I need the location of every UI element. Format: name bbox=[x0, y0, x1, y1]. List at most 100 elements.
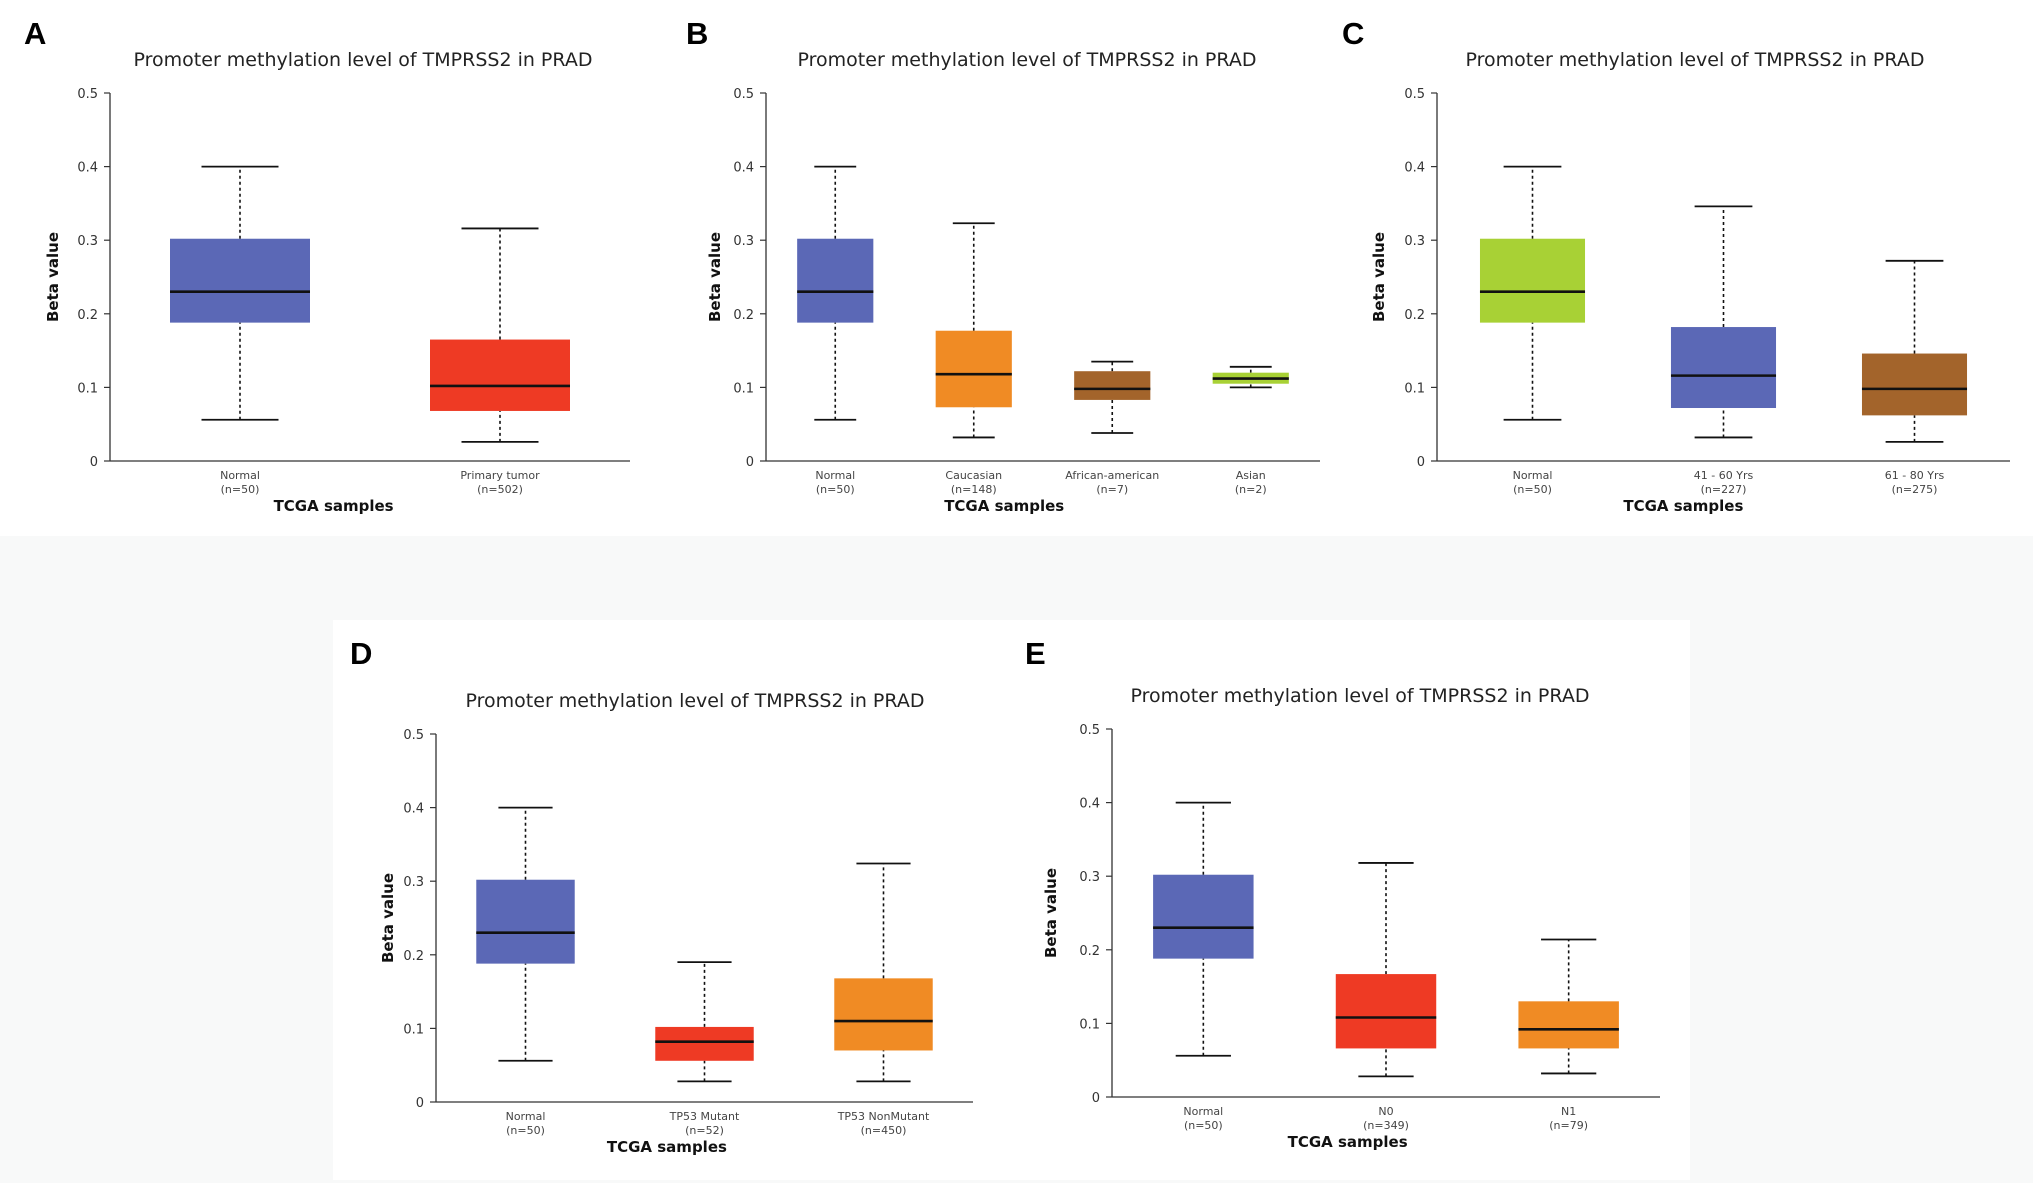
box-group: Caucasian(n=148) bbox=[935, 222, 1012, 496]
category-n: (n=50) bbox=[816, 483, 855, 496]
y-tick-label: 0.1 bbox=[403, 1022, 424, 1037]
y-tick-label: 0 bbox=[1417, 455, 1425, 470]
panel-e: E Promoter methylation level of TMPRSS2 … bbox=[1000, 620, 1690, 1180]
box-group: 61 - 80 Yrs(n=275) bbox=[1861, 259, 1968, 496]
category-n: (n=227) bbox=[1701, 483, 1747, 496]
category-label: African-american bbox=[1065, 469, 1159, 482]
box-group: N1(n=79) bbox=[1518, 938, 1619, 1132]
iqr-box bbox=[476, 879, 575, 964]
box-group: TP53 NonMutant(n=450) bbox=[834, 862, 933, 1137]
category-label: 41 - 60 Yrs bbox=[1694, 469, 1754, 482]
category-n: (n=148) bbox=[951, 483, 997, 496]
boxplot-chart: Promoter methylation level of TMPRSS2 in… bbox=[379, 690, 973, 1156]
y-axis-label: Beta value bbox=[1042, 868, 1060, 958]
box-group: Normal(n=50) bbox=[476, 806, 575, 1137]
y-tick-label: 0.4 bbox=[733, 161, 754, 176]
category-n: (n=2) bbox=[1235, 483, 1267, 496]
y-tick-label: 0.4 bbox=[1079, 797, 1100, 812]
category-n: (n=275) bbox=[1892, 483, 1938, 496]
y-tick-label: 0.1 bbox=[77, 381, 98, 396]
panel-letter: B bbox=[686, 16, 708, 51]
iqr-box bbox=[655, 1026, 754, 1061]
chart-svg-e: E Promoter methylation level of TMPRSS2 … bbox=[1025, 636, 1660, 1151]
panel-letter: E bbox=[1025, 636, 1046, 671]
iqr-box bbox=[1670, 327, 1777, 409]
y-axis-label: Beta value bbox=[1370, 232, 1388, 322]
iqr-box bbox=[935, 330, 1012, 408]
category-n: (n=52) bbox=[685, 1124, 724, 1137]
y-tick-label: 0.5 bbox=[1079, 723, 1100, 738]
category-label: Normal bbox=[1183, 1105, 1223, 1118]
chart-title: Promoter methylation level of TMPRSS2 in… bbox=[466, 690, 925, 712]
chart-title: Promoter methylation level of TMPRSS2 in… bbox=[1466, 49, 1925, 71]
y-tick-label: 0.3 bbox=[403, 875, 424, 890]
iqr-box bbox=[1479, 238, 1586, 323]
boxplot-chart: Promoter methylation level of TMPRSS2 in… bbox=[44, 49, 630, 515]
y-tick-label: 0.4 bbox=[403, 802, 424, 817]
y-tick-label: 0.1 bbox=[733, 381, 754, 396]
panel-letter: A bbox=[24, 16, 46, 51]
box-group: Primary tumor(n=502) bbox=[430, 227, 570, 496]
chart-title: Promoter methylation level of TMPRSS2 in… bbox=[798, 49, 1257, 71]
category-label: 61 - 80 Yrs bbox=[1885, 469, 1945, 482]
y-tick-label: 0.3 bbox=[1404, 234, 1425, 249]
box-group: Normal(n=50) bbox=[1153, 801, 1254, 1132]
category-label: Normal bbox=[506, 1110, 546, 1123]
x-axis-label: TCGA samples bbox=[944, 497, 1064, 515]
category-label: Normal bbox=[1513, 469, 1553, 482]
category-label: Primary tumor bbox=[460, 469, 540, 482]
box-group: Asian(n=2) bbox=[1212, 365, 1289, 496]
y-tick-label: 0 bbox=[1092, 1091, 1100, 1106]
y-tick-label: 0.1 bbox=[1079, 1017, 1100, 1032]
category-label: N1 bbox=[1561, 1105, 1576, 1118]
chart-title: Promoter methylation level of TMPRSS2 in… bbox=[134, 49, 593, 71]
chart-svg-a: A Promoter methylation level of TMPRSS2 … bbox=[24, 16, 630, 515]
category-n: (n=50) bbox=[221, 483, 260, 496]
category-n: (n=502) bbox=[477, 483, 523, 496]
category-n: (n=79) bbox=[1549, 1119, 1588, 1132]
x-axis-label: TCGA samples bbox=[607, 1138, 727, 1156]
y-axis-label: Beta value bbox=[44, 232, 62, 322]
boxplot-chart: Promoter methylation level of TMPRSS2 in… bbox=[706, 49, 1320, 515]
y-axis-label: Beta value bbox=[379, 873, 397, 963]
box-group: TP53 Mutant(n=52) bbox=[655, 961, 754, 1137]
iqr-box bbox=[1861, 353, 1968, 416]
box-group: Normal(n=50) bbox=[797, 165, 874, 496]
chart-svg-b: B Promoter methylation level of TMPRSS2 … bbox=[686, 16, 1320, 515]
category-n: (n=7) bbox=[1096, 483, 1128, 496]
iqr-box bbox=[834, 978, 933, 1051]
boxplot-chart: Promoter methylation level of TMPRSS2 in… bbox=[1370, 49, 2010, 515]
x-axis-label: TCGA samples bbox=[1288, 1133, 1408, 1151]
y-tick-label: 0.2 bbox=[1404, 308, 1425, 323]
y-axis-label: Beta value bbox=[706, 232, 724, 322]
y-tick-label: 0.5 bbox=[1404, 87, 1425, 102]
iqr-box bbox=[797, 238, 874, 323]
y-tick-label: 0 bbox=[90, 455, 98, 470]
panel-letter: C bbox=[1342, 16, 1364, 51]
panel-letter: D bbox=[350, 636, 372, 671]
box-group: African-american(n=7) bbox=[1065, 360, 1159, 496]
box-group: 41 - 60 Yrs(n=227) bbox=[1670, 205, 1777, 496]
iqr-box bbox=[170, 238, 310, 323]
y-tick-label: 0.1 bbox=[1404, 381, 1425, 396]
panel-d: D Promoter methylation level of TMPRSS2 … bbox=[333, 620, 1013, 1180]
y-tick-label: 0.2 bbox=[733, 308, 754, 323]
category-label: TP53 NonMutant bbox=[837, 1110, 930, 1123]
y-tick-label: 0.5 bbox=[403, 728, 424, 743]
category-n: (n=450) bbox=[861, 1124, 907, 1137]
chart-svg-c: C Promoter methylation level of TMPRSS2 … bbox=[1342, 16, 2010, 515]
panel-a: A Promoter methylation level of TMPRSS2 … bbox=[0, 0, 650, 530]
box-group: N0(n=349) bbox=[1335, 862, 1437, 1132]
category-n: (n=349) bbox=[1363, 1119, 1409, 1132]
y-tick-label: 0.4 bbox=[1404, 161, 1425, 176]
y-tick-label: 0.3 bbox=[1079, 870, 1100, 885]
y-tick-label: 0.2 bbox=[1079, 944, 1100, 959]
category-label: Asian bbox=[1236, 469, 1266, 482]
box-group: Normal(n=50) bbox=[1479, 165, 1586, 496]
y-tick-label: 0.2 bbox=[77, 308, 98, 323]
panel-b: B Promoter methylation level of TMPRSS2 … bbox=[660, 0, 1340, 530]
iqr-box bbox=[1153, 874, 1254, 959]
category-label: Normal bbox=[815, 469, 855, 482]
boxplot-chart: Promoter methylation level of TMPRSS2 in… bbox=[1042, 685, 1660, 1151]
y-tick-label: 0.3 bbox=[77, 234, 98, 249]
